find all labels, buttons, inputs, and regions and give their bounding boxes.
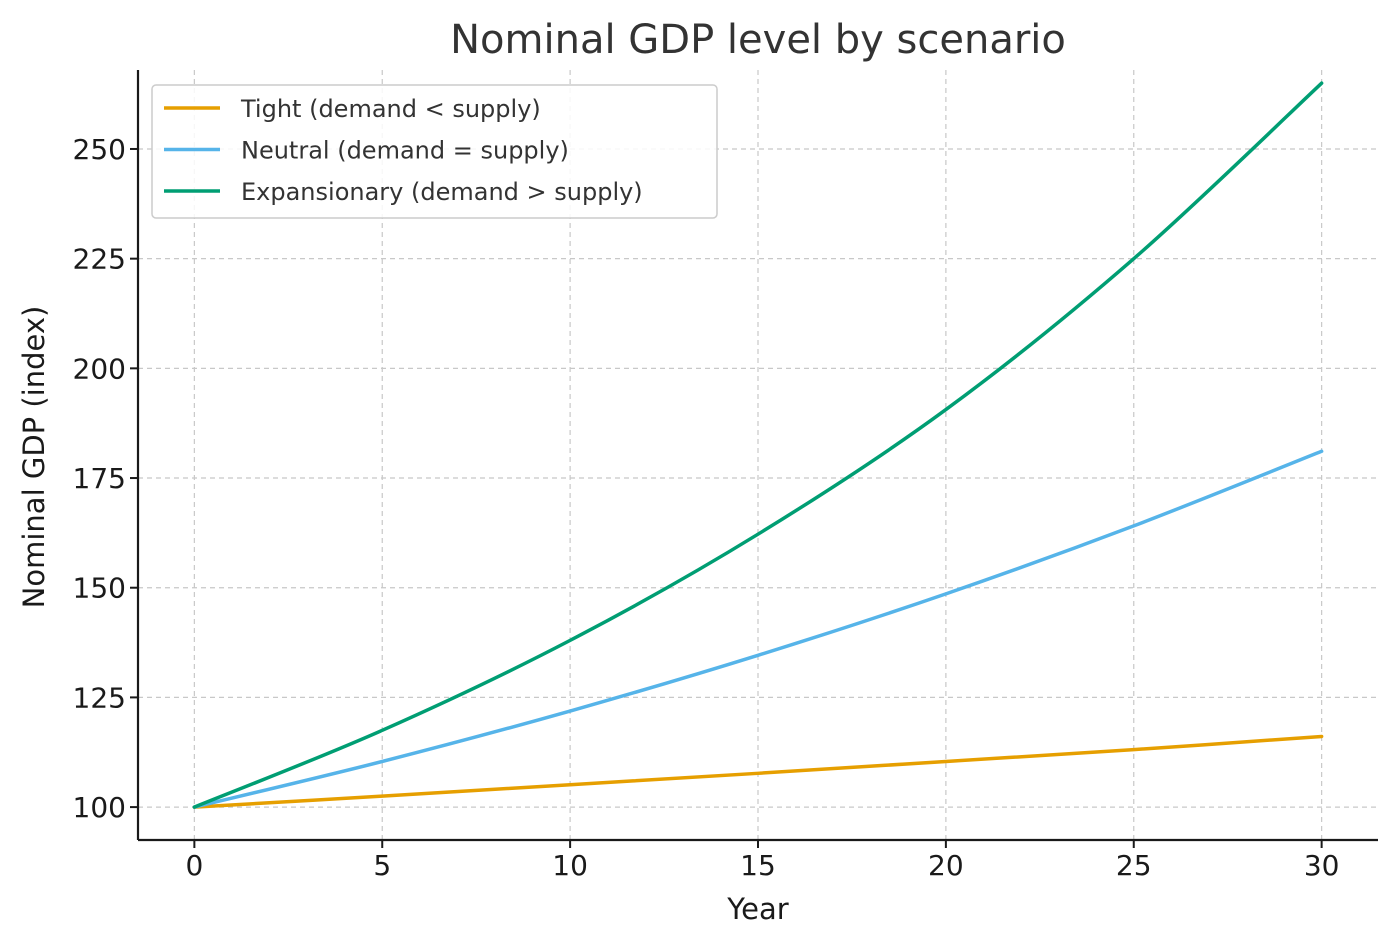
x-tick-label: 25 [1116, 849, 1152, 882]
legend-label-2: Expansionary (demand > supply) [241, 178, 643, 206]
legend-label-1: Neutral (demand = supply) [241, 137, 569, 165]
x-axis-ticks: 0 5 10 15 20 25 30 [185, 840, 1339, 882]
y-tick-label: 125 [73, 681, 126, 714]
y-tick-label: 225 [73, 243, 126, 276]
y-axis-label: Nominal GDP (index) [17, 306, 51, 609]
x-tick-label: 15 [740, 849, 776, 882]
x-tick-label: 0 [185, 849, 203, 882]
series-line-1 [192, 449, 1324, 809]
series-line-2 [192, 81, 1324, 809]
x-tick-label: 20 [928, 849, 964, 882]
series-line-0 [192, 734, 1324, 809]
y-axis-ticks: 100 125 150 175 200 225 250 [73, 133, 138, 824]
y-tick-label: 175 [73, 462, 126, 495]
series-lines [192, 81, 1324, 809]
x-tick-label: 5 [373, 849, 391, 882]
legend: Tight (demand < supply) Neutral (demand =… [151, 84, 718, 219]
x-tick-label: 30 [1304, 849, 1340, 882]
y-tick-label: 150 [73, 572, 126, 605]
legend-label-0: Tight (demand < supply) [240, 95, 541, 123]
y-tick-label: 200 [73, 352, 126, 385]
x-tick-label: 10 [552, 849, 588, 882]
chart-title: Nominal GDP level by scenario [450, 17, 1066, 63]
x-axis-label: Year [726, 892, 788, 926]
y-tick-label: 250 [73, 133, 126, 166]
legend-box [151, 84, 718, 219]
y-tick-label: 100 [73, 791, 126, 824]
